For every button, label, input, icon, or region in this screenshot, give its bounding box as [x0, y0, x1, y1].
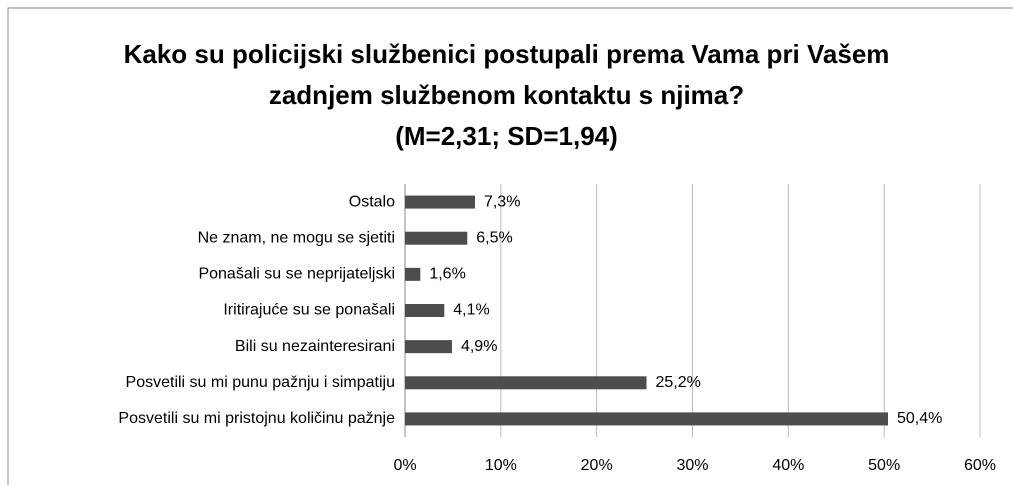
bar	[405, 340, 452, 354]
y-tick-label: Posvetili su mi pristojnu količinu pažnj…	[118, 410, 395, 427]
y-tick-label: Ostalo	[349, 193, 395, 210]
x-tick-label: 40%	[772, 457, 804, 474]
y-tick-label: Posvetili su mi punu pažnju i simpatiju	[126, 374, 395, 391]
bar	[405, 304, 445, 317]
data-label: 6,5%	[476, 229, 512, 246]
data-label: 7,3%	[484, 193, 520, 210]
bar	[405, 376, 647, 390]
bar	[405, 267, 421, 281]
data-label: 50,4%	[897, 410, 942, 427]
x-tick-label: 60%	[964, 457, 996, 474]
title-block: Kako su policijski službenici postupali …	[0, 34, 1013, 157]
bar	[405, 195, 475, 209]
x-tick-label: 50%	[868, 457, 900, 474]
y-tick-label: Ponašali su se neprijateljski	[198, 266, 395, 283]
y-tick-label: Iritirajuće su se ponašali	[223, 302, 395, 319]
y-tick-label: Bili su nezainteresirani	[235, 338, 395, 355]
frame	[7, 7, 1013, 485]
bar	[405, 412, 888, 426]
x-tick-label: 10%	[485, 457, 517, 474]
chart-title: Kako su policijski službenici postupali …	[123, 39, 890, 110]
data-label: 4,9%	[461, 338, 497, 355]
data-label: 1,6%	[429, 266, 465, 283]
bar	[405, 231, 468, 245]
chart-subtitle: (M=2,31; SD=1,94)	[395, 121, 618, 151]
x-tick-label: 20%	[581, 457, 613, 474]
data-label: 25,2%	[656, 374, 701, 391]
x-tick-label: 30%	[676, 457, 708, 474]
x-tick-label: 0%	[393, 457, 416, 474]
y-tick-label: Ne znam, ne mogu se sjetiti	[198, 229, 395, 246]
data-label: 4,1%	[453, 302, 489, 319]
